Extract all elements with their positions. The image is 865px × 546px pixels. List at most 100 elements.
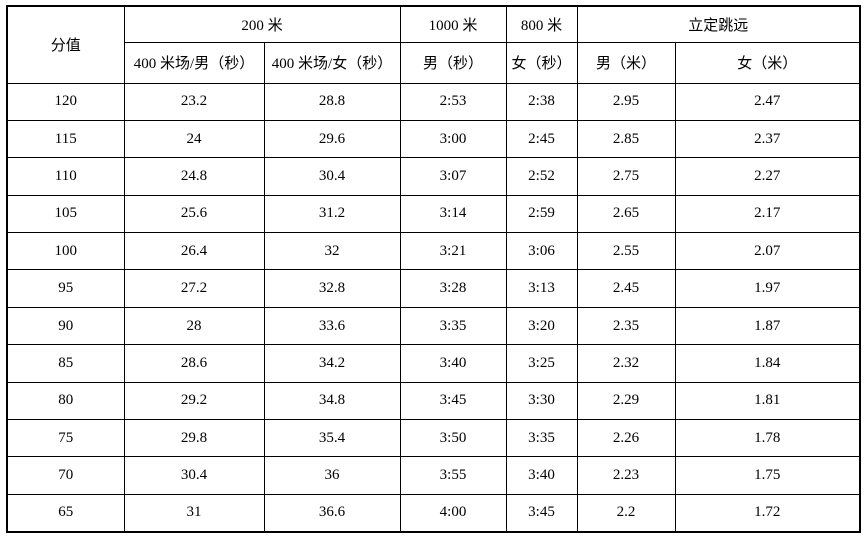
table-cell: 28.6 <box>123 344 265 383</box>
score-cell: 110 <box>6 157 125 196</box>
table-row: 90 28 33.6 3:35 3:20 2.35 1.87 <box>6 306 861 346</box>
header-jump-female-meters: 女（米） <box>674 41 861 84</box>
table-cell: 3:25 <box>505 344 578 383</box>
table-cell: 2.45 <box>576 269 676 308</box>
table-cell: 3:40 <box>505 456 578 495</box>
table-cell: 2:45 <box>505 119 578 159</box>
header-group-1000m: 1000 米 <box>399 5 507 43</box>
table-cell: 29.2 <box>123 381 265 421</box>
table-cell: 1.84 <box>674 344 861 383</box>
table-cell: 32 <box>263 232 401 271</box>
table-cell: 4:00 <box>399 493 507 533</box>
table-cell: 27.2 <box>123 269 265 308</box>
table-cell: 2.47 <box>674 82 861 121</box>
score-cell: 85 <box>6 344 125 383</box>
header-group-800m: 800 米 <box>505 5 578 43</box>
table-cell: 1.97 <box>674 269 861 308</box>
table-cell: 3:07 <box>399 157 507 196</box>
header-jump-male-meters: 男（米） <box>576 41 676 84</box>
table-row: 110 24.8 30.4 3:07 2:52 2.75 2.27 <box>6 157 861 196</box>
table-cell: 28.8 <box>263 82 401 121</box>
table-cell: 2.75 <box>576 157 676 196</box>
score-cell: 105 <box>6 194 125 234</box>
table-cell: 2:59 <box>505 194 578 234</box>
table-cell: 1.75 <box>674 456 861 495</box>
table-row: 105 25.6 31.2 3:14 2:59 2.65 2.17 <box>6 194 861 234</box>
table-body: 120 23.2 28.8 2:53 2:38 2.95 2.47 115 24 29.6 3:00… <box>6 82 861 533</box>
table-cell: 24.8 <box>123 157 265 196</box>
table-cell: 3:35 <box>505 419 578 458</box>
table-cell: 35.4 <box>263 419 401 458</box>
header-group-200m: 200 米 <box>123 5 401 43</box>
table-cell: 2.55 <box>576 232 676 271</box>
table-cell: 2.17 <box>674 194 861 234</box>
table-cell: 3:45 <box>399 381 507 421</box>
score-cell: 90 <box>6 306 125 346</box>
table-cell: 3:06 <box>505 232 578 271</box>
table-cell: 31.2 <box>263 194 401 234</box>
score-cell: 120 <box>6 82 125 121</box>
table-cell: 3:20 <box>505 306 578 346</box>
header-score: 分值 <box>6 5 125 84</box>
header-400m-male-seconds: 400 米场/男（秒） <box>123 41 265 84</box>
table-cell: 2.23 <box>576 456 676 495</box>
table-cell: 2:53 <box>399 82 507 121</box>
fitness-score-standards-table: 分值 200 米 1000 米 800 米 立定跳远 400 米场/男（秒） 4… <box>6 5 862 533</box>
table-cell: 25.6 <box>123 194 265 234</box>
table-cell: 2.37 <box>674 119 861 159</box>
score-cell: 95 <box>6 269 125 308</box>
table-cell: 32.8 <box>263 269 401 308</box>
table-cell: 36.6 <box>263 493 401 533</box>
table-cell: 34.2 <box>263 344 401 383</box>
table-cell: 3:30 <box>505 381 578 421</box>
score-cell: 70 <box>6 456 125 495</box>
table-cell: 30.4 <box>263 157 401 196</box>
table-cell: 31 <box>123 493 265 533</box>
table-cell: 29.8 <box>123 419 265 458</box>
table-cell: 26.4 <box>123 232 265 271</box>
table-cell: 28 <box>123 306 265 346</box>
table-cell: 2.35 <box>576 306 676 346</box>
table-cell: 2.29 <box>576 381 676 421</box>
table-cell: 3:40 <box>399 344 507 383</box>
table-cell: 3:50 <box>399 419 507 458</box>
table-cell: 1.81 <box>674 381 861 421</box>
table-row: 120 23.2 28.8 2:53 2:38 2.95 2.47 <box>6 82 861 121</box>
score-cell: 75 <box>6 419 125 458</box>
table-cell: 3:55 <box>399 456 507 495</box>
score-cell: 80 <box>6 381 125 421</box>
table-row: 115 24 29.6 3:00 2:45 2.85 2.37 <box>6 119 861 159</box>
table-cell: 2.2 <box>576 493 676 533</box>
table-cell: 3:00 <box>399 119 507 159</box>
table-row: 85 28.6 34.2 3:40 3:25 2.32 1.84 <box>6 344 861 383</box>
table-cell: 3:45 <box>505 493 578 533</box>
table-cell: 2:38 <box>505 82 578 121</box>
table-row: 65 31 36.6 4:00 3:45 2.2 1.72 <box>6 493 861 533</box>
score-cell: 100 <box>6 232 125 271</box>
table-cell: 33.6 <box>263 306 401 346</box>
table-cell: 34.8 <box>263 381 401 421</box>
table-cell: 3:21 <box>399 232 507 271</box>
table-cell: 3:13 <box>505 269 578 308</box>
table-cell: 1.78 <box>674 419 861 458</box>
header-800m-female-seconds: 女（秒） <box>505 41 578 84</box>
table-row: 95 27.2 32.8 3:28 3:13 2.45 1.97 <box>6 269 861 308</box>
table-row: 70 30.4 36 3:55 3:40 2.23 1.75 <box>6 456 861 495</box>
header-group-standing-long-jump: 立定跳远 <box>576 5 861 43</box>
table-cell: 23.2 <box>123 82 265 121</box>
table-row: 75 29.8 35.4 3:50 3:35 2.26 1.78 <box>6 419 861 458</box>
table-cell: 2.32 <box>576 344 676 383</box>
table-cell: 3:28 <box>399 269 507 308</box>
table-cell: 3:35 <box>399 306 507 346</box>
table-cell: 2.27 <box>674 157 861 196</box>
table-cell: 36 <box>263 456 401 495</box>
score-cell: 65 <box>6 493 125 533</box>
table-cell: 29.6 <box>263 119 401 159</box>
table-cell: 2.85 <box>576 119 676 159</box>
table-cell: 2.65 <box>576 194 676 234</box>
table-cell: 3:14 <box>399 194 507 234</box>
header-400m-female-seconds: 400 米场/女（秒） <box>263 41 401 84</box>
header-1000m-male-seconds: 男（秒） <box>399 41 507 84</box>
score-cell: 115 <box>6 119 125 159</box>
table-row: 100 26.4 32 3:21 3:06 2.55 2.07 <box>6 232 861 271</box>
